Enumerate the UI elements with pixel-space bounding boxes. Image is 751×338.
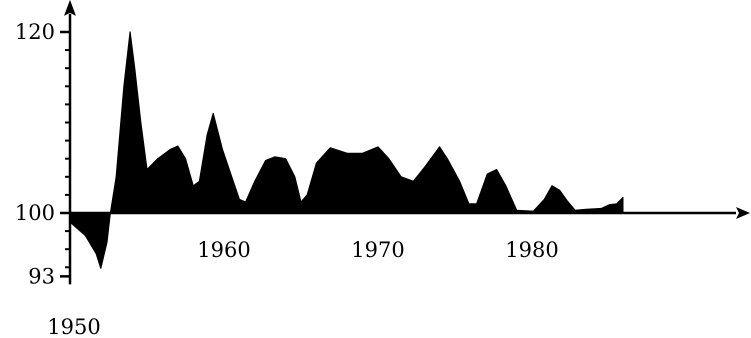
plot-area xyxy=(69,31,624,269)
x-tick-label-1960: 1960 xyxy=(197,238,250,262)
y-tick-label-120: 120 xyxy=(15,20,55,44)
y-tick-label-100: 100 xyxy=(15,201,55,225)
y-axis-arrowhead xyxy=(64,0,76,16)
x-axis-arrowhead xyxy=(736,207,750,219)
x-tick-label-1950: 1950 xyxy=(47,315,100,338)
y-axis-minor-ticks xyxy=(65,49,70,269)
y-tick-label-93: 93 xyxy=(28,264,55,288)
x-tick-label-1970: 1970 xyxy=(351,238,404,262)
area-series xyxy=(69,31,624,269)
x-tick-label-1980: 1980 xyxy=(505,238,558,262)
